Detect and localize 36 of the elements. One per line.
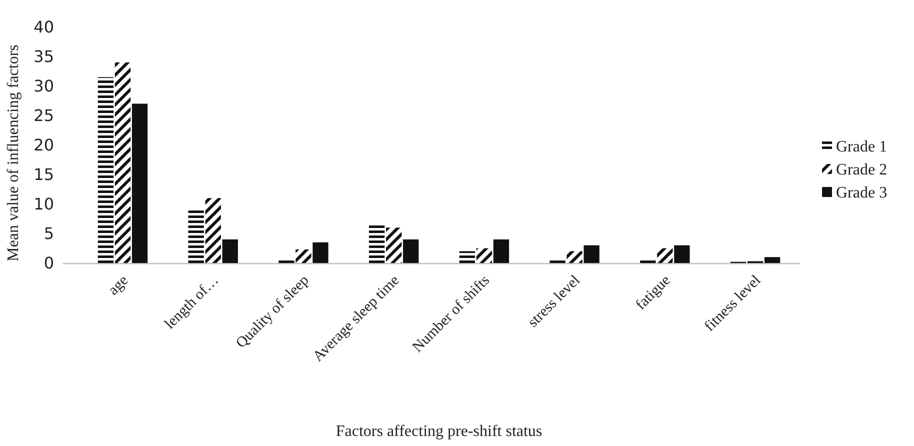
- y-tick-label: 5: [44, 224, 54, 244]
- bar: [403, 239, 419, 263]
- y-tick-label: 35: [34, 47, 54, 66]
- y-tick-label: 10: [34, 194, 54, 214]
- bar: [493, 239, 510, 263]
- bar: [368, 224, 385, 263]
- bar: [296, 249, 312, 263]
- bar: [114, 62, 131, 263]
- bar: [386, 228, 402, 263]
- bar: [674, 245, 690, 263]
- bar: [222, 239, 238, 263]
- bar: [459, 251, 475, 263]
- legend-label: Grade 3: [836, 184, 888, 202]
- bar: [640, 258, 656, 263]
- bar: [657, 248, 673, 263]
- bar: [188, 210, 204, 263]
- y-tick-label: 15: [34, 165, 54, 184]
- bar: [566, 251, 582, 263]
- x-tick-label: age: [106, 272, 132, 299]
- y-axis-title: Mean value of influencing factors: [5, 44, 22, 262]
- legend-label: Grade 1: [836, 138, 888, 156]
- bar: [584, 245, 600, 263]
- bar: [205, 198, 221, 263]
- bar: [312, 242, 328, 263]
- y-tick-label: 0: [44, 254, 54, 273]
- y-tick-label: 40: [34, 18, 54, 37]
- bar: [550, 258, 566, 263]
- y-tick-label: 30: [34, 76, 54, 96]
- bar: [278, 258, 294, 263]
- bar: [98, 77, 114, 263]
- x-axis-title: Factors affecting pre-shift status: [336, 423, 542, 440]
- legend-label: Grade 2: [836, 162, 888, 179]
- y-tick-label: 20: [34, 136, 54, 155]
- bar: [476, 248, 492, 263]
- y-tick-label: 25: [34, 106, 54, 126]
- bar: [132, 104, 148, 263]
